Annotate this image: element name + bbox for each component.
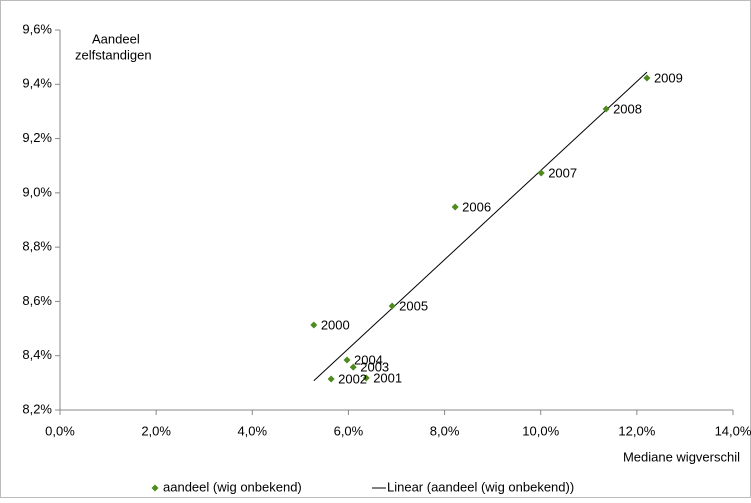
point-label: 2007 <box>548 165 577 180</box>
legend-marker <box>151 484 159 492</box>
point-label: 2001 <box>373 370 402 385</box>
point <box>451 203 459 211</box>
x-tick-label: 8,0% <box>430 423 460 438</box>
point <box>643 74 651 82</box>
trendline <box>313 71 648 382</box>
point <box>602 105 610 113</box>
y-axis-title: Aandeel <box>92 31 140 46</box>
x-tick-label: 14,0% <box>715 423 751 438</box>
point-label: 2003 <box>360 360 389 375</box>
point-label: 2005 <box>399 298 428 313</box>
x-tick-label: 10,0% <box>522 423 559 438</box>
x-tick-label: 0,0% <box>45 423 75 438</box>
y-tick-label: 8,4% <box>22 347 52 362</box>
point-label: 2006 <box>462 199 491 214</box>
y-tick-label: 9,6% <box>22 21 52 36</box>
point-label: 2000 <box>321 317 350 332</box>
y-axis-title: zelfstandigen <box>75 47 152 62</box>
x-tick-label: 12,0% <box>618 423 655 438</box>
point-label: 2009 <box>654 70 683 85</box>
legend-label: aandeel (wig onbekend) <box>163 479 302 494</box>
x-tick-label: 4,0% <box>237 423 267 438</box>
point <box>327 375 335 383</box>
point <box>362 374 370 382</box>
y-tick-label: 8,6% <box>22 293 52 308</box>
point <box>310 321 318 329</box>
x-tick-label: 6,0% <box>334 423 364 438</box>
point-label: 2004 <box>354 352 383 367</box>
point <box>537 169 545 177</box>
y-tick-label: 9,4% <box>22 76 52 91</box>
y-tick-label: 8,2% <box>22 401 52 416</box>
x-axis-title: Mediane wigverschil <box>623 449 740 464</box>
point-label: 2002 <box>338 371 367 386</box>
x-tick-label: 2,0% <box>141 423 171 438</box>
y-tick-label: 8,8% <box>22 239 52 254</box>
point <box>388 302 396 310</box>
point <box>349 363 357 371</box>
legend-label: Linear (aandeel (wig onbekend)) <box>387 479 574 494</box>
y-tick-label: 9,0% <box>22 184 52 199</box>
y-tick-label: 9,2% <box>22 130 52 145</box>
point-label: 2008 <box>613 101 642 116</box>
point <box>343 356 351 364</box>
